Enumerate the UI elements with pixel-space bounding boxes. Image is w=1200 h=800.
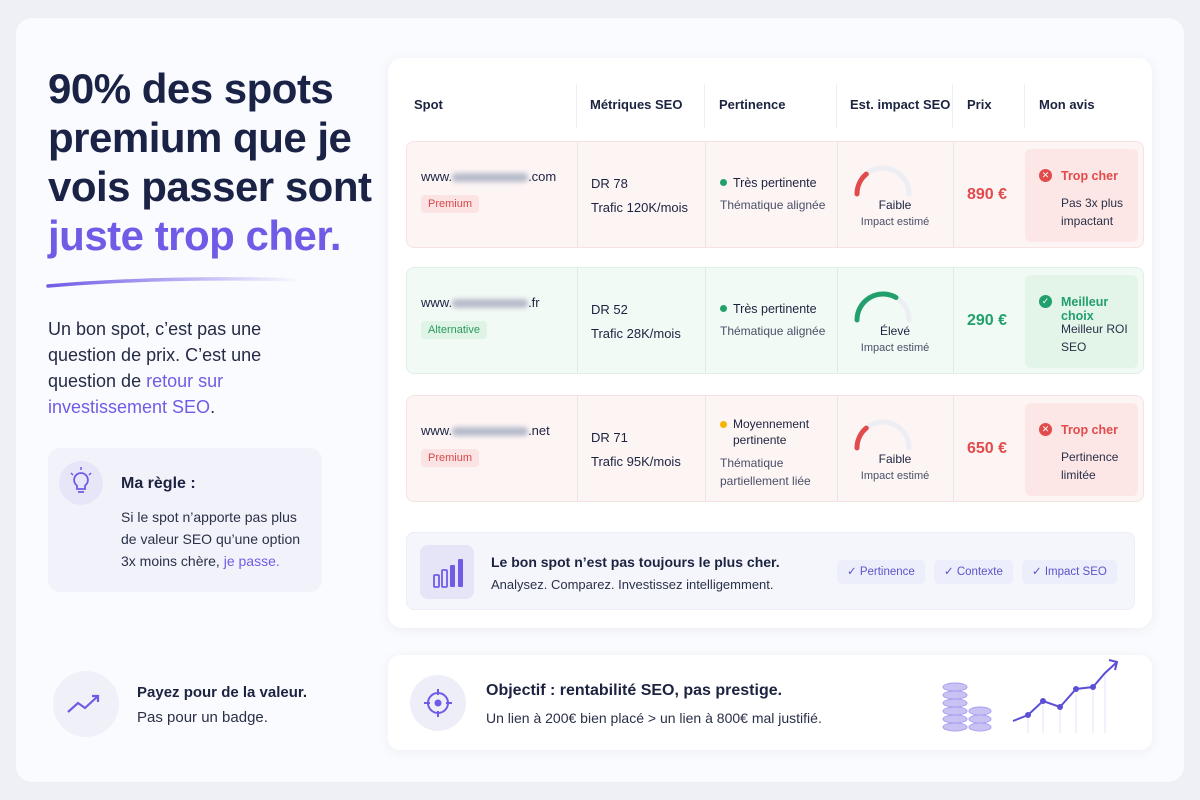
table-row: www. .fr Alternative DR 52 Trafic 28K/moi… (406, 267, 1144, 374)
domain-rating: DR 71 (591, 430, 628, 445)
summary: Le bon spot n’est pas toujours le plus c… (406, 532, 1135, 610)
growth-icon (53, 671, 119, 737)
chip: ✓ Contexte (934, 560, 1013, 584)
relevance: Très pertinente (733, 176, 817, 190)
chip: ✓ Pertinence (837, 560, 925, 584)
headline: 90% des spots premium que je vois passer… (48, 64, 393, 260)
impact-note: Impact estimé (860, 342, 930, 354)
impact: Faible (878, 198, 912, 212)
domain-suffix: .net (528, 423, 550, 438)
intro-end: . (210, 397, 216, 417)
domain-suffix: .com (528, 169, 557, 184)
blurred-domain (452, 427, 529, 437)
verdict-note: Pas 3x plus impactant (1061, 196, 1124, 228)
domain-rating: DR 52 (591, 302, 628, 317)
domain-rating: DR 78 (591, 176, 628, 191)
gauge (854, 291, 912, 323)
impact: Faible (878, 452, 912, 466)
rule-text: Si le spot n’apporte pas plus de valeur … (121, 506, 311, 572)
verdict-note: Pertinence limitée (1061, 450, 1119, 482)
traffic: Trafic 95K/mois (591, 454, 681, 469)
summary-text: Analysez. Comparez. Investissez intellig… (491, 577, 774, 592)
growth-illustration (942, 659, 1119, 733)
underline (46, 277, 303, 288)
relevance: Moyennement pertinente (733, 417, 810, 447)
chip: ✓ Impact SEO (1022, 560, 1117, 584)
chip-label: Pertinence (859, 566, 915, 578)
divider (576, 84, 577, 128)
intro: Un bon spot, c’est pas une question de p… (48, 316, 288, 420)
domain-suffix: .fr (528, 295, 540, 310)
headline-text: 90% des spots premium que je vois passer… (48, 65, 372, 210)
column-header: Pertinence (719, 97, 786, 112)
price: 890 € (967, 186, 1008, 203)
headline-highlight: juste trop cher. (48, 212, 342, 259)
table-row: www. .com Premium DR 78 Trafic 120K/mois … (406, 141, 1144, 248)
table-row: www. .net Premium DR 71 Trafic 95K/mois M… (406, 395, 1144, 502)
impact-note: Impact estimé (860, 216, 930, 228)
tag: Premium (421, 449, 480, 467)
divider (952, 84, 953, 128)
chart-icon (420, 545, 474, 599)
impact-note: Impact estimé (860, 470, 930, 482)
objective-title: Objectif : rentabilité SEO, pas prestige… (486, 682, 783, 699)
column-header: Spot (414, 97, 443, 112)
divider (1024, 84, 1025, 128)
rule-card: Ma règle : Si le spot n’apporte pas plus… (48, 448, 322, 592)
relevance-note: Thématique alignée (720, 198, 826, 212)
verdict: ✕ Trop cher Pas 3x plus impactant (1025, 149, 1138, 242)
domain-prefix: www. (421, 169, 453, 184)
verdict: ✓ Meilleur choix Meilleur ROI SEO (1025, 275, 1138, 368)
bulb-icon (59, 461, 103, 505)
column-header: Prix (967, 97, 992, 112)
tag: Alternative (421, 321, 487, 339)
objective-text: Un lien à 200€ bien placé > un lien à 80… (486, 710, 822, 726)
tag: Premium (421, 195, 480, 213)
rule-highlight: je passe. (223, 553, 280, 569)
gauge (854, 419, 912, 451)
footer-title: Payez pour de la valeur. (137, 684, 308, 701)
impact: Élevé (879, 324, 911, 338)
price: 650 € (967, 440, 1008, 457)
traffic: Trafic 28K/mois (591, 326, 681, 341)
price: 290 € (967, 312, 1008, 329)
divider (704, 84, 705, 128)
relevance: Très pertinente (733, 302, 817, 316)
target-icon (410, 675, 466, 731)
divider (836, 84, 837, 128)
rule-body: Si le spot n’apporte pas plus de valeur … (121, 509, 301, 569)
chip-label: Contexte (956, 566, 1003, 578)
blurred-domain (452, 173, 529, 183)
domain-prefix: www. (421, 423, 453, 438)
relevance-note: Thématique partiellement liée (720, 456, 811, 488)
chip-label: Impact SEO (1044, 566, 1107, 578)
relevance-note: Thématique alignée (720, 324, 826, 338)
traffic: Trafic 120K/mois (591, 200, 689, 215)
footer-text: Pas pour un badge. (137, 709, 268, 726)
summary-title: Le bon spot n’est pas toujours le plus c… (491, 554, 780, 570)
verdict-title: Trop cher (1061, 423, 1118, 437)
rule-title: Ma règle : (121, 475, 196, 492)
blurred-domain (452, 299, 529, 309)
objective-card: Objectif : rentabilité SEO, pas prestige… (388, 655, 1152, 750)
column-header: Est. impact SEO (850, 97, 951, 112)
intro-text: Un bon spot, c’est pas une question de p… (48, 319, 262, 391)
verdict-note: Meilleur ROI SEO (1061, 322, 1128, 354)
intro-link: retour sur investissement SEO (48, 371, 224, 417)
gauge (854, 165, 912, 197)
verdict-title: Trop cher (1061, 169, 1118, 183)
column-header: Métriques SEO (590, 97, 683, 112)
domain-prefix: www. (421, 295, 453, 310)
verdict-title: Meilleur choix (1061, 295, 1109, 323)
column-header: Mon avis (1039, 97, 1095, 112)
verdict: ✕ Trop cher Pertinence limitée (1025, 403, 1138, 496)
